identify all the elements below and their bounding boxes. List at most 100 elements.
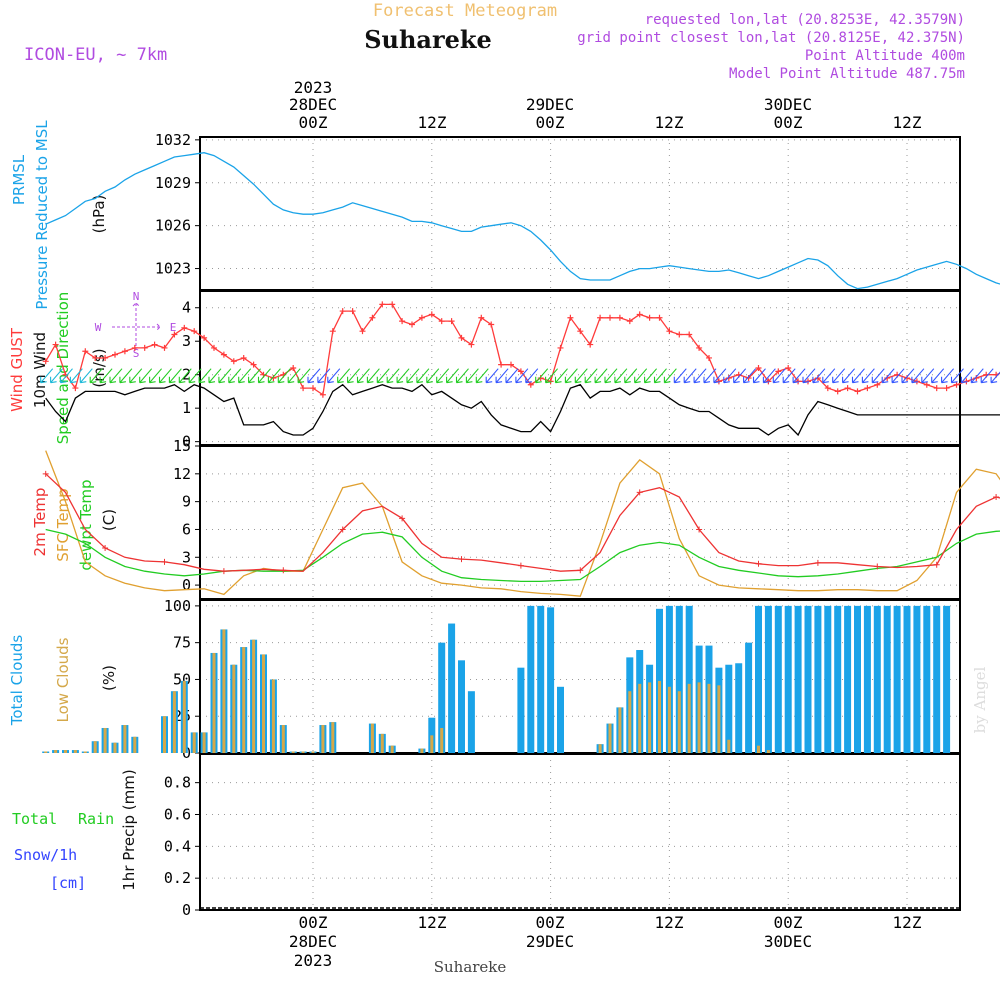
low-cloud-bar	[667, 686, 671, 753]
wind-arrow-icon	[594, 368, 608, 384]
panel-frame	[199, 290, 961, 446]
wind-arrow-icon	[416, 368, 430, 384]
wind-arrow-icon	[673, 368, 687, 384]
total-cloud-bar	[814, 605, 822, 753]
gust-marker	[141, 344, 148, 351]
bottom-hour-label: 00Z	[774, 913, 803, 932]
low-cloud-bar	[281, 725, 285, 753]
low-cloud-bar	[182, 680, 186, 753]
gust-marker	[82, 348, 89, 355]
t2m-marker	[399, 515, 406, 522]
gust-marker	[379, 301, 386, 308]
total-cloud-bar	[735, 663, 743, 753]
gust-marker	[339, 308, 346, 315]
wind-arrow-icon	[515, 368, 529, 384]
celsius-unit: (C)	[100, 509, 118, 531]
bottom-hour-label: 12Z	[655, 913, 684, 932]
wind-arrow-icon	[644, 368, 658, 384]
t2m-marker	[636, 489, 643, 496]
gust-marker	[785, 365, 792, 371]
total-label: Total	[12, 810, 57, 828]
total-cloud-bar	[517, 667, 525, 753]
y-tick-label: 0	[182, 576, 191, 594]
wind-arrow-icon	[406, 368, 420, 384]
gust-marker	[250, 361, 257, 368]
t2m-marker	[696, 526, 703, 533]
gust-marker	[220, 351, 227, 358]
wind-arrow-icon	[901, 368, 915, 384]
gust-marker	[409, 321, 415, 328]
gust-marker	[923, 381, 930, 388]
gust-marker	[755, 365, 762, 371]
total-cloud-bar	[844, 605, 852, 753]
gust-marker	[329, 328, 336, 335]
wind-arrow-icon	[762, 368, 776, 384]
gust-marker	[706, 354, 712, 361]
t2m-marker	[993, 494, 1000, 500]
wind-arrow-icon	[446, 368, 460, 384]
wind-speed-line	[45, 383, 1000, 437]
low-cloud-bar	[311, 751, 315, 753]
percent-unit: (%)	[100, 665, 118, 691]
wind-arrow-icon	[921, 368, 935, 384]
wind-arrow-icon	[545, 368, 559, 384]
gust-marker	[587, 341, 594, 348]
gust-marker	[290, 365, 297, 371]
y-tick-label: 0.2	[164, 869, 191, 887]
panel-frame	[199, 753, 961, 911]
compass-s: S	[133, 347, 140, 360]
low-cloud-bar	[242, 647, 246, 753]
total-cloud-bar	[834, 605, 842, 753]
wind-arrow-icon	[505, 368, 519, 384]
gust-marker	[349, 308, 356, 315]
wind-arrow-icon	[624, 368, 638, 384]
total-cloud-bar	[794, 605, 802, 753]
wind-arrow-icon	[386, 368, 400, 384]
gust-marker	[102, 354, 109, 361]
t2m-marker	[220, 568, 227, 575]
y-tick-label: 1023	[155, 260, 191, 278]
gust-marker	[517, 368, 524, 375]
top-hour-label: 12Z	[893, 113, 922, 132]
t2m-marker	[161, 558, 168, 565]
wind-arrow-icon	[257, 368, 271, 384]
gust-marker	[498, 361, 505, 368]
gust-marker	[211, 344, 217, 351]
wind-arrow-icon	[881, 368, 895, 384]
low-cloud-bar	[717, 685, 721, 753]
total-cloud-bar	[467, 691, 475, 753]
y-tick-label: 0.8	[164, 774, 191, 792]
y-tick-label: 0	[182, 901, 191, 919]
wind-arrow-icon	[535, 368, 549, 384]
wind-arrow-icon	[554, 368, 568, 384]
wind-arrow-icon	[178, 368, 192, 384]
low-cloud-bar	[113, 742, 117, 753]
wind-arrow-icon	[287, 368, 301, 384]
total-cloud-bar	[943, 605, 951, 753]
compass-w: W	[95, 321, 102, 334]
wind-arrow-icon	[743, 368, 757, 384]
wind-arrow-icon	[812, 368, 826, 384]
watermark: by Angel	[971, 666, 989, 733]
gust-marker	[508, 361, 514, 368]
gust-marker	[369, 314, 376, 321]
wind-arrow-icon	[792, 368, 806, 384]
wind-arrow-icon	[663, 368, 677, 384]
t2m-line	[45, 473, 1000, 572]
sfc-temp-line	[45, 450, 1000, 597]
wind-arrow-icon	[911, 368, 925, 384]
low-cloud-bar	[73, 750, 77, 753]
wind-arrow-icon	[218, 368, 232, 384]
gust-marker	[42, 358, 49, 365]
top-hour-label: 00Z	[299, 113, 328, 132]
wind-arrow-icon	[683, 368, 697, 384]
precip-unit: 1hr Precip (mm)	[120, 769, 138, 890]
low-cloud-bar	[608, 723, 612, 753]
low-cloud-bar	[291, 751, 295, 753]
total-cloud-bar	[774, 605, 782, 753]
bottom-hour-label: 12Z	[893, 913, 922, 932]
t2m-marker	[933, 561, 940, 568]
wind-arrow-icon	[614, 368, 628, 384]
total-clouds-label: Total Clouds	[8, 635, 26, 727]
